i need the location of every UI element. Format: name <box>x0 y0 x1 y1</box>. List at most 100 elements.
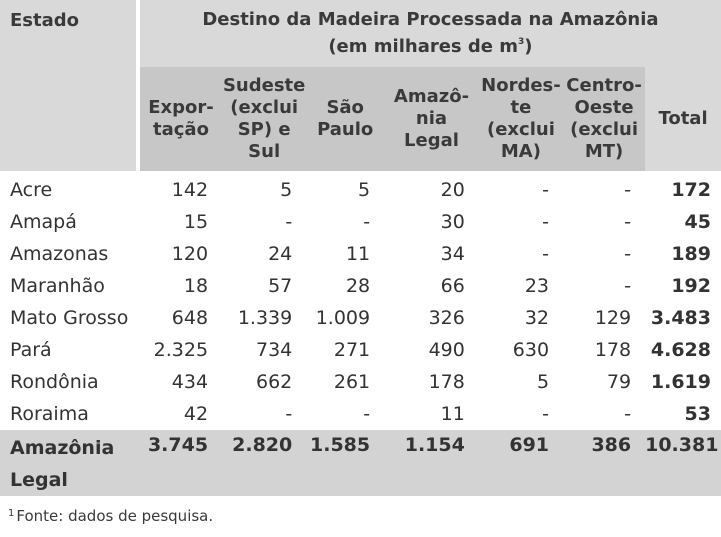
value-cell: 662 <box>255 371 293 393</box>
total-cell: 45 <box>684 211 711 233</box>
col-header-line: Centro- <box>566 75 642 96</box>
summary-value-cell: 1.154 <box>384 430 479 496</box>
value-cell: 24 <box>268 243 293 265</box>
value-cell: 57 <box>268 275 293 297</box>
value-cell: 261 <box>333 371 371 393</box>
value-cell: - <box>624 403 632 425</box>
table-row: Maranhão 18 57 28 66 23 - 192 <box>0 270 721 302</box>
value-cell: - <box>542 179 550 201</box>
state-name: Amazonas <box>10 243 109 265</box>
value-cell: 32 <box>524 307 550 329</box>
col-header-line: MT) <box>584 141 624 162</box>
value-cell: 490 <box>428 339 465 361</box>
total-cell: 3.483 <box>650 307 711 329</box>
value-cell: 42 <box>183 403 209 425</box>
col-header-sudeste: Sudeste (exclui SP) e Sul <box>222 67 307 171</box>
total-cell: 1.619 <box>650 371 711 393</box>
table-row: Amazonas 120 24 11 34 - - 189 <box>0 238 721 270</box>
value-cell: - <box>624 275 632 297</box>
summary-value-cell: 1.585 <box>306 430 385 496</box>
state-name: Pará <box>10 339 52 361</box>
summary-label: Amazônia Legal <box>0 430 138 496</box>
state-name: Mato Grosso <box>10 307 129 329</box>
value-cell: - <box>363 211 371 233</box>
col-header-line: (exclui <box>487 119 555 140</box>
value-cell: 23 <box>524 275 550 297</box>
state-name: Roraima <box>10 403 89 425</box>
table-row: Mato Grosso 648 1.339 1.009 326 32 129 3.483 <box>0 302 721 334</box>
col-header-line: Nordes- <box>481 75 561 96</box>
col-header-line: Legal <box>404 130 459 151</box>
col-header-centro-oeste: Centro- Oeste (exclui MT) <box>563 67 646 171</box>
state-name: Maranhão <box>10 275 105 297</box>
value-cell: 5 <box>536 371 550 393</box>
value-cell: 142 <box>171 179 209 201</box>
value-cell: 79 <box>606 371 632 393</box>
footnote: 1 Fonte: dados de pesquisa. <box>8 507 213 525</box>
value-cell: 5 <box>358 179 371 201</box>
value-cell: 1.339 <box>237 307 293 329</box>
wood-destination-table: Estado Destino da Madeira Processada na … <box>0 0 721 496</box>
total-cell: 189 <box>671 243 711 265</box>
value-cell: 28 <box>345 275 371 297</box>
value-cell: 66 <box>440 275 465 297</box>
value-cell: 11 <box>345 243 371 265</box>
value-cell: 18 <box>183 275 209 297</box>
value-cell: 178 <box>428 371 465 393</box>
value-cell: 34 <box>440 243 465 265</box>
total-cell: 4.628 <box>650 339 711 361</box>
value-cell: 11 <box>440 403 465 425</box>
col-header-line: tação <box>153 119 209 140</box>
value-cell: - <box>363 403 371 425</box>
value-cell: 326 <box>428 307 465 329</box>
summary-label-line1: Amazônia <box>10 437 115 459</box>
value-cell: 15 <box>183 211 209 233</box>
state-name: Rondônia <box>10 371 99 393</box>
value-cell: - <box>542 243 550 265</box>
col-header-line: Sudeste <box>222 75 306 96</box>
value-cell: 129 <box>594 307 632 329</box>
summary-value-cell: 3.745 <box>137 430 223 496</box>
value-cell: 20 <box>440 179 465 201</box>
value-cell: 434 <box>171 371 209 393</box>
table-row: Rondônia 434 662 261 178 5 79 1.619 <box>0 366 721 398</box>
summary-value-cell: 691 <box>478 430 564 496</box>
col-header-exportacao: Expor-tação <box>137 67 223 171</box>
value-cell: 2.325 <box>153 339 209 361</box>
table-row: Roraima 42 - - 11 - - 53 <box>0 398 721 430</box>
table-row: Amapá 15 - - 30 - - 45 <box>0 206 721 238</box>
value-cell: 648 <box>171 307 209 329</box>
value-cell: - <box>285 403 293 425</box>
col-header-line: Expor- <box>148 97 214 118</box>
table-body: Acre 142 5 5 20 - - 172 Amapá 15 - - 30 - - 45 Amazonas 1… <box>0 171 721 496</box>
total-cell: 53 <box>684 403 711 425</box>
value-cell: 5 <box>280 179 293 201</box>
col-header-line: Amazô- <box>393 86 470 107</box>
value-cell: 271 <box>333 339 371 361</box>
col-header-line: Paulo <box>317 119 374 140</box>
col-header-sao-paulo: São Paulo <box>306 67 385 171</box>
row-header-estado: Estado <box>0 0 140 171</box>
value-cell: 734 <box>255 339 293 361</box>
summary-value-cell: 2.820 <box>222 430 307 496</box>
state-name: Amapá <box>10 211 77 233</box>
value-cell: 120 <box>171 243 209 265</box>
table-title-line1: Destino da Madeira Processada na Amazôni… <box>202 9 659 30</box>
value-cell: 630 <box>512 339 550 361</box>
value-cell: - <box>285 211 293 233</box>
value-cell: - <box>624 179 632 201</box>
total-cell: 172 <box>671 179 711 201</box>
col-header-line: nia <box>415 108 448 129</box>
col-header-line: (exclui <box>230 97 299 118</box>
value-cell: 178 <box>594 339 632 361</box>
col-header-line: SP) e Sul <box>237 119 291 162</box>
value-cell: 1.009 <box>315 307 371 329</box>
table-title: Destino da Madeira Processada na Amazôni… <box>137 0 721 67</box>
table-row: Pará 2.325 734 271 490 630 178 4.628 <box>0 334 721 366</box>
table-row: Acre 142 5 5 20 - - 172 <box>0 171 721 206</box>
value-cell: - <box>542 211 550 233</box>
value-cell: - <box>624 211 632 233</box>
value-cell: - <box>624 243 632 265</box>
col-header-line: São <box>326 97 364 118</box>
value-cell: 30 <box>440 211 465 233</box>
